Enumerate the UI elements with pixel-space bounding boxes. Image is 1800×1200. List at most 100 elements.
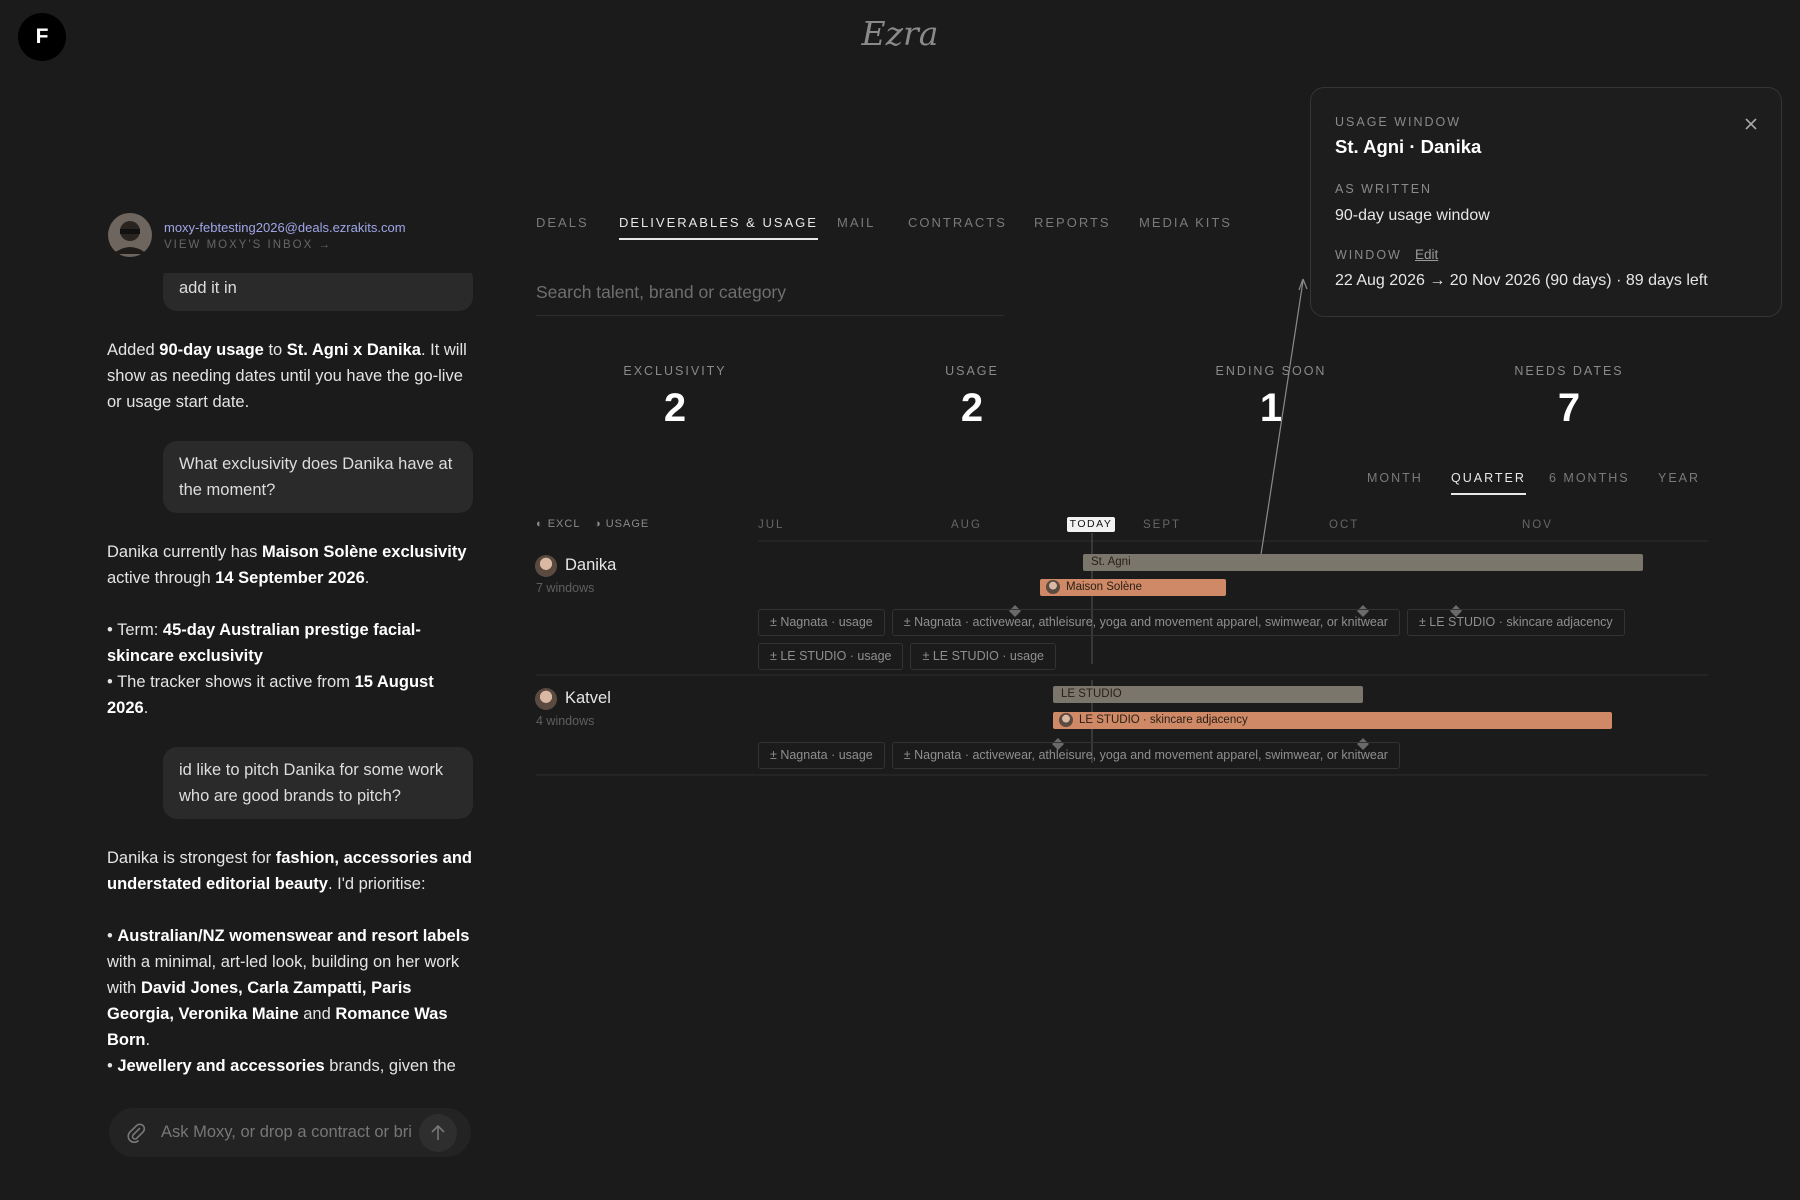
assistant-message: Danika is strongest for fashion, accesso… (107, 845, 473, 1083)
search-input[interactable]: Search talent, brand or category (536, 282, 1004, 316)
window-bar[interactable]: Maison Solène (1040, 579, 1226, 596)
close-button[interactable] (1743, 116, 1759, 132)
text-segment: St. Agni x Danika (286, 341, 421, 359)
text-segment: . (145, 1031, 151, 1049)
window-count: 7 windows (536, 581, 595, 595)
text-segment: What exclusivity does Danika have at the… (179, 455, 453, 499)
inbox-email: moxy-febtesting2026@deals.ezrakits.com (164, 220, 406, 235)
text-segment: . (143, 699, 149, 717)
text-segment: 14 September 2026 (215, 569, 365, 587)
tab[interactable]: MEDIA KITS (1139, 215, 1232, 230)
range-tab[interactable]: YEAR (1658, 471, 1701, 485)
window-chip[interactable]: ± LE STUDIO · usage (910, 643, 1056, 670)
stat-label: NEEDS DATES (1514, 364, 1624, 378)
bar-label: Maison Solène (1066, 581, 1143, 593)
window-chip[interactable]: ± Nagnata · activewear, athleisure, yoga… (891, 609, 1400, 636)
text-segment: to (263, 341, 287, 359)
text-segment: brands, given the (324, 1057, 456, 1075)
range-tab[interactable]: 6 MONTHS (1549, 471, 1630, 485)
window-chip[interactable]: ± Nagnata · usage (758, 609, 885, 636)
chat-thread: add it in Added 90-day usage to St. Agni … (107, 273, 473, 1083)
popup-kicker: USAGE WINDOW (1335, 115, 1462, 129)
connector-arrow (1298, 278, 1308, 291)
stat: USAGE 2 (852, 364, 1092, 431)
window-bar[interactable]: St. Agni (1083, 554, 1643, 571)
text-segment: Jewellery and accessories (117, 1057, 325, 1075)
tab[interactable]: CONTRACTS (908, 215, 1007, 230)
text-segment: • (107, 1057, 118, 1075)
text-segment: with a minimal, art-led look, building o… (107, 953, 460, 997)
legend-item: ◐ EXCL (536, 518, 581, 530)
range-tab[interactable]: MONTH (1367, 471, 1423, 485)
avatar (1046, 580, 1060, 594)
popup-connector (1259, 280, 1304, 562)
profile-avatar (108, 213, 152, 257)
text-segment: . It will show as needing dates until yo… (107, 341, 467, 411)
edit-link[interactable]: Edit (1415, 247, 1439, 262)
input-placeholder: Ask Moxy, or drop a contract or bri (161, 1123, 412, 1141)
user-message: id like to pitch Danika for some work wh… (163, 747, 473, 819)
stat-label: EXCLUSIVITY (623, 364, 727, 378)
window-chip[interactable]: ± LE STUDIO · skincare adjacency (1406, 609, 1625, 636)
inbox-link[interactable]: VIEW MOXY'S INBOX → (164, 239, 332, 251)
stat-label: USAGE (945, 364, 999, 378)
window-chip[interactable]: ± Nagnata · activewear, athleisure, yoga… (891, 742, 1400, 769)
paragraph: What exclusivity does Danika have at the… (179, 451, 457, 503)
month-label: OCT (1329, 519, 1360, 531)
month-label: JUL (758, 519, 785, 531)
tab[interactable]: REPORTS (1034, 215, 1111, 230)
text-segment: • The tracker shows it active from (107, 673, 355, 691)
chat-input[interactable]: Ask Moxy, or drop a contract or bri (109, 1108, 471, 1157)
chips: ± Nagnata · usage ± Nagnata · activewear,… (758, 609, 1703, 670)
talent-name[interactable]: Katvel (565, 689, 611, 707)
written-text: 90-day usage window (1335, 207, 1490, 224)
text-segment: • (107, 927, 118, 945)
attach-icon[interactable] (125, 1122, 147, 1144)
avatar (1059, 713, 1073, 727)
text-segment: Danika currently has (107, 543, 262, 561)
stat-label: ENDING SOON (1215, 364, 1327, 378)
tab[interactable]: DEALS (536, 215, 589, 230)
app-title: Ezra (861, 14, 939, 53)
user-message: What exclusivity does Danika have at the… (163, 441, 473, 513)
paragraph: • Australian/NZ womenswear and resort la… (107, 923, 473, 1083)
text-segment: David Jones, Carla Zampatti, Paris Georg… (107, 979, 412, 1023)
window-label: WINDOW (1335, 248, 1402, 262)
milestone-diamond (1357, 738, 1369, 750)
usage-popup: USAGE WINDOW St. Agni · Danika AS WRITTE… (1310, 87, 1782, 317)
range-tab[interactable]: QUARTER (1451, 471, 1526, 495)
text-segment: Added (107, 341, 160, 359)
bar-label: LE STUDIO · skincare adjacency (1079, 714, 1248, 726)
bar-label: St. Agni (1091, 556, 1131, 568)
written-label: AS WRITTEN (1335, 182, 1433, 196)
window-chip[interactable]: ± LE STUDIO · usage (758, 643, 904, 670)
user-avatar[interactable]: F (18, 13, 66, 61)
talent-name[interactable]: Danika (565, 556, 617, 574)
paragraph: Added 90-day usage to St. Agni x Danika.… (107, 337, 473, 415)
paragraph: add it in (179, 275, 457, 301)
window-bar[interactable]: LE STUDIO (1053, 686, 1363, 703)
window-chip[interactable]: ± Nagnata · usage (758, 742, 885, 769)
stat-value: 7 (1557, 386, 1581, 430)
user-message: add it in (163, 273, 473, 311)
avatar (535, 688, 557, 710)
text-segment: 45-day Australian prestige facial-skinca… (107, 621, 421, 665)
chips: ± Nagnata · usage ± Nagnata · activewear,… (758, 742, 1703, 769)
text-segment: . I'd prioritise: (327, 875, 426, 893)
milestone-diamond (1450, 605, 1462, 617)
bar-label: LE STUDIO (1061, 688, 1122, 700)
window-bar[interactable]: LE STUDIO · skincare adjacency (1053, 712, 1612, 729)
tab[interactable]: MAIL (837, 215, 876, 230)
text-segment: add it in (179, 279, 237, 297)
stat: EXCLUSIVITY 2 (555, 364, 795, 431)
paragraph: Danika currently has Maison Solène exclu… (107, 539, 473, 591)
milestone-diamond (1009, 605, 1021, 617)
send-button[interactable] (419, 1113, 457, 1152)
window-count: 4 windows (536, 714, 595, 728)
milestone-diamond (1052, 738, 1064, 750)
tab[interactable]: DELIVERABLES & USAGE (619, 215, 818, 240)
avatar (535, 555, 557, 577)
text-segment: id like to pitch Danika for some work wh… (179, 761, 444, 805)
paragraph: id like to pitch Danika for some work wh… (179, 757, 457, 809)
